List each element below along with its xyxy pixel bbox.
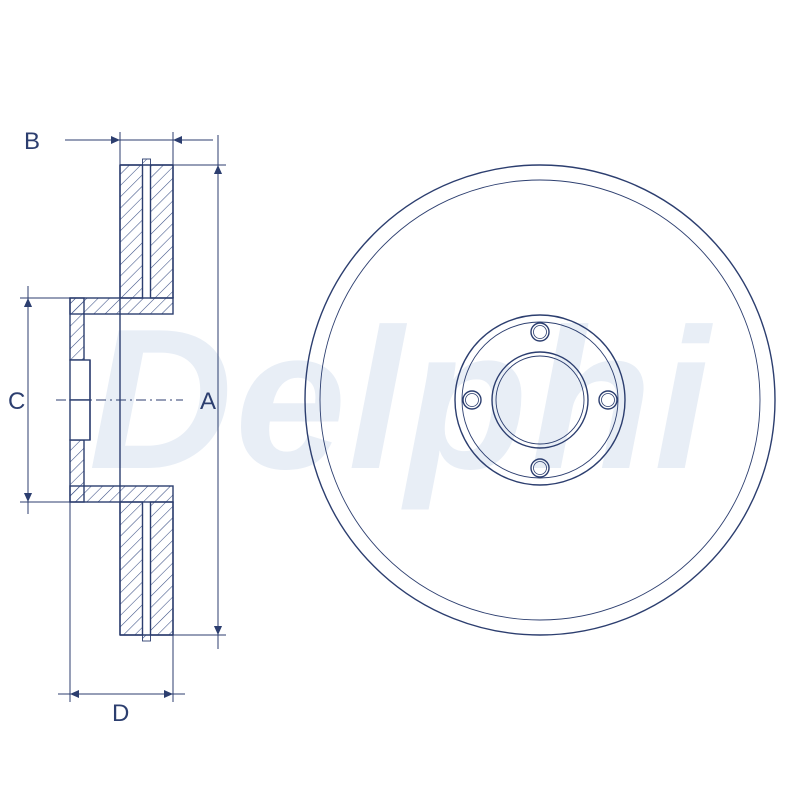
technical-drawing <box>0 0 800 800</box>
side-view-group <box>56 159 183 641</box>
